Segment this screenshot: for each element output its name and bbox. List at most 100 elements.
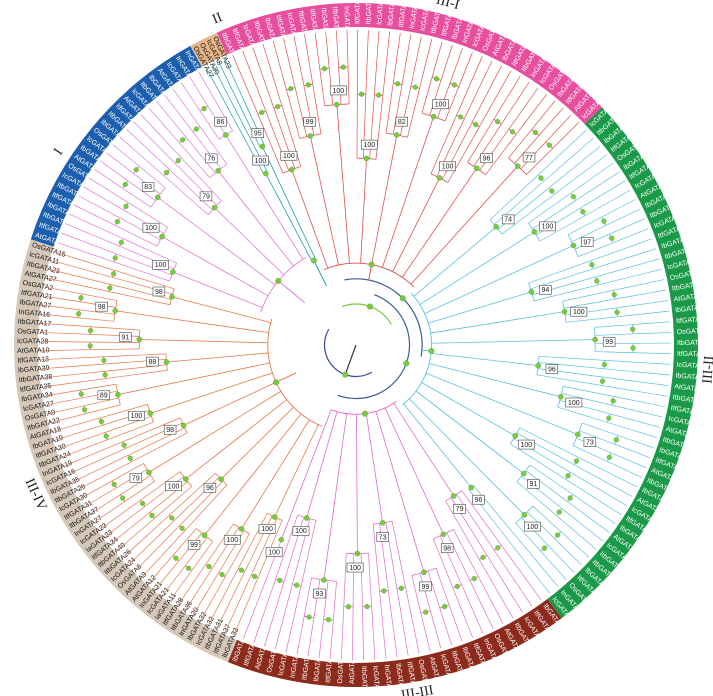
- terminal-branch: [432, 538, 474, 638]
- svg-text:96: 96: [206, 485, 214, 492]
- node-dot: [342, 371, 349, 378]
- node-dot: [573, 458, 580, 464]
- branch: [360, 158, 367, 264]
- node-dot: [149, 512, 155, 519]
- leaf-label: IbGATA7: [313, 654, 323, 682]
- branch: [323, 413, 348, 581]
- branch: [309, 135, 339, 266]
- backbone-arc: [344, 278, 423, 357]
- tree-nodes: [76, 64, 636, 623]
- branch: [241, 419, 310, 530]
- terminal-branch: [537, 368, 669, 386]
- svg-text:100: 100: [295, 528, 307, 535]
- terminal-branch: [510, 443, 622, 516]
- bootstrap-label: 74: [501, 214, 515, 225]
- node-dot: [201, 105, 207, 112]
- svg-text:100: 100: [527, 524, 539, 531]
- svg-text:100: 100: [435, 102, 447, 109]
- branch: [265, 173, 313, 262]
- branch: [408, 398, 525, 516]
- node-dot: [354, 550, 361, 557]
- svg-text:96: 96: [475, 497, 483, 504]
- svg-text:100: 100: [332, 88, 344, 95]
- branch: [419, 231, 535, 305]
- terminal-branch: [42, 364, 167, 379]
- node-dot: [87, 343, 93, 349]
- node-dot: [556, 509, 562, 515]
- terminal-branch: [274, 518, 311, 650]
- node-dot: [87, 327, 94, 334]
- terminal-branch: [375, 31, 391, 160]
- node-dot: [133, 167, 139, 173]
- node-dot: [175, 158, 181, 164]
- svg-text:94: 94: [542, 287, 550, 294]
- branch: [431, 353, 539, 366]
- terminal-branch: [513, 438, 628, 507]
- node-dot: [570, 242, 577, 249]
- node-dot: [561, 308, 568, 315]
- clade-band-iii-ii: [547, 107, 698, 619]
- bootstrap-label: 100: [142, 222, 160, 233]
- terminal-branch: [52, 260, 173, 295]
- bootstrap-label: 79: [199, 191, 213, 202]
- node-dot: [450, 493, 457, 499]
- bootstrap-label: 100: [152, 260, 170, 270]
- terminal-branch: [533, 268, 662, 302]
- branch: [403, 403, 472, 488]
- leaf-labels: AtGATA5ItfGATA12ItbGATA1IbGATA2ItfGATA10…: [17, 0, 712, 696]
- branch: [280, 409, 332, 540]
- terminal-branch: [285, 520, 317, 653]
- node-dot: [306, 614, 312, 620]
- svg-text:89: 89: [100, 393, 108, 400]
- node-dot: [114, 219, 121, 225]
- node-dot: [182, 476, 189, 482]
- bootstrap-label: 91: [527, 479, 540, 489]
- node-dot: [364, 603, 370, 610]
- clade-label-ii: II: [210, 10, 225, 28]
- node-dot: [535, 362, 541, 369]
- node-dot: [159, 233, 165, 240]
- terminal-branch: [516, 481, 597, 550]
- terminal-branch: [172, 88, 228, 165]
- svg-text:100: 100: [226, 537, 238, 544]
- svg-text:96: 96: [548, 366, 556, 373]
- leaf-label: OsGATA21: [337, 649, 346, 684]
- clade-band-iii-iii: [227, 598, 562, 687]
- branch: [157, 196, 276, 286]
- bootstrap-label: 97: [581, 237, 594, 247]
- terminal-branch: [264, 516, 305, 647]
- leaf-label: ItfGATA13: [17, 356, 49, 364]
- branch: [204, 413, 302, 536]
- node-dot: [367, 303, 374, 310]
- clade-band-iii-i: [216, 2, 603, 125]
- terminal-branch: [594, 332, 671, 336]
- node-dot: [173, 555, 179, 561]
- svg-text:76: 76: [207, 156, 215, 163]
- branch: [415, 390, 524, 474]
- svg-text:100: 100: [261, 526, 273, 533]
- terminal-branch: [444, 52, 473, 122]
- leaf-label: ItfGATA31: [308, 8, 319, 40]
- clade-stem: [313, 260, 327, 287]
- node-dot: [325, 617, 332, 623]
- terminal-branch: [314, 32, 325, 106]
- node-dot: [78, 391, 84, 397]
- terminal-branch: [456, 494, 533, 607]
- terminal-branch: [473, 485, 559, 587]
- bootstrap-label: 91: [119, 332, 132, 342]
- bootstrap-label: 98: [152, 286, 166, 297]
- terminal-branch: [446, 532, 494, 629]
- leaf-label: ItbGATA27: [360, 666, 368, 696]
- node-dot: [471, 575, 477, 582]
- bootstrap-label: 100: [439, 161, 456, 172]
- svg-text:100: 100: [363, 142, 375, 149]
- node-dot: [120, 495, 126, 501]
- node-dot: [294, 582, 300, 588]
- node-dot: [609, 235, 615, 241]
- terminal-branch: [519, 427, 638, 488]
- leaf-label: IbGATA26: [387, 0, 397, 26]
- branch: [336, 104, 350, 264]
- branch: [150, 372, 273, 414]
- node-dot: [307, 133, 314, 139]
- terminal-branch: [272, 40, 301, 139]
